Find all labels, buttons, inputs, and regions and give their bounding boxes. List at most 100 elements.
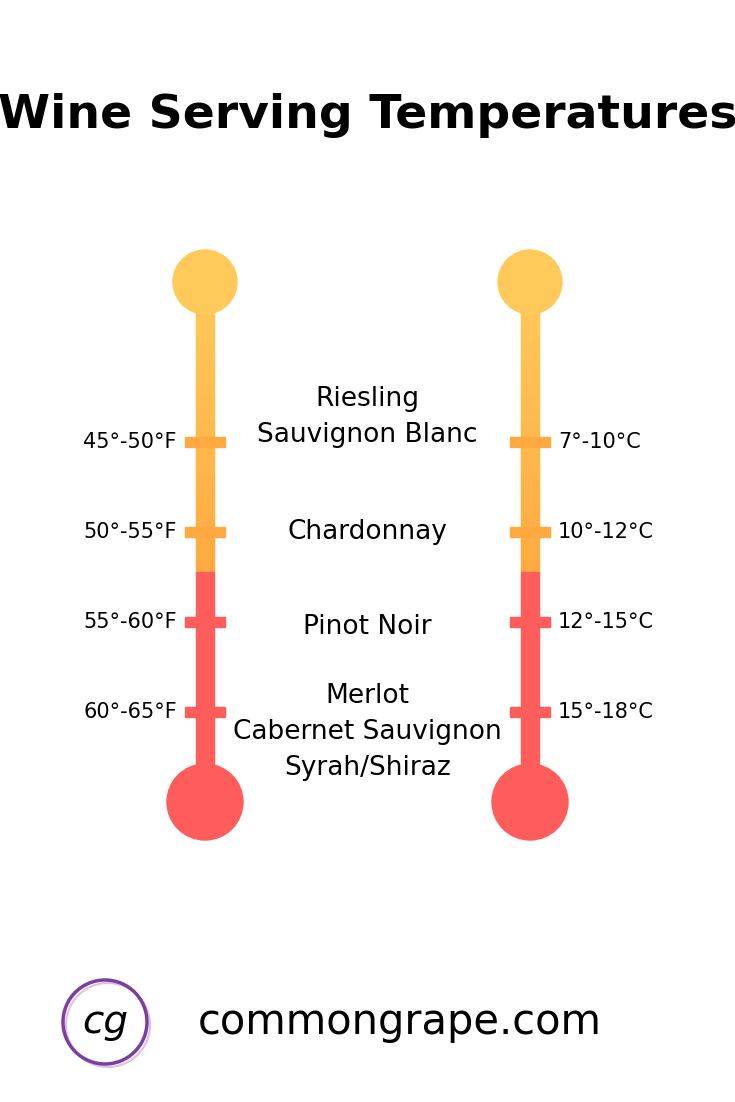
Bar [510, 437, 550, 447]
Bar [196, 525, 214, 529]
Bar [196, 676, 214, 679]
Bar [196, 471, 214, 474]
Bar [196, 716, 214, 719]
Bar [521, 282, 539, 285]
Bar [521, 681, 539, 684]
Bar [521, 782, 539, 785]
Bar [196, 687, 214, 690]
Bar [521, 701, 539, 704]
Bar [521, 699, 539, 701]
Bar [196, 690, 214, 693]
Bar [196, 710, 214, 713]
Bar [196, 341, 214, 344]
Bar [521, 707, 539, 710]
Bar [521, 731, 539, 733]
Bar [521, 635, 539, 638]
Bar [196, 453, 214, 456]
Bar [521, 496, 539, 499]
Bar [521, 716, 539, 719]
Bar [196, 507, 214, 510]
Bar [521, 647, 539, 649]
Text: cg: cg [82, 1003, 128, 1041]
Bar [521, 797, 539, 799]
Bar [196, 485, 214, 488]
Bar [521, 652, 539, 656]
Bar [196, 665, 214, 667]
Bar [196, 442, 214, 445]
Bar [196, 667, 214, 670]
Bar [196, 656, 214, 658]
Bar [521, 676, 539, 679]
Bar [196, 618, 214, 620]
Bar [196, 406, 214, 409]
Bar [196, 383, 214, 387]
Bar [196, 333, 214, 336]
Bar [521, 710, 539, 713]
Bar [521, 656, 539, 658]
Bar [521, 690, 539, 693]
Bar [521, 420, 539, 423]
Bar [521, 793, 539, 797]
Bar [521, 536, 539, 539]
Bar [196, 460, 214, 463]
Bar [521, 761, 539, 765]
Bar [196, 704, 214, 707]
Bar [196, 620, 214, 624]
Bar [196, 722, 214, 724]
Bar [521, 633, 539, 635]
Bar [196, 564, 214, 569]
Bar [196, 504, 214, 507]
Bar [521, 753, 539, 756]
Bar [196, 369, 214, 372]
Bar [521, 300, 539, 304]
Bar [521, 586, 539, 590]
Bar [196, 307, 214, 311]
Bar [521, 779, 539, 782]
Bar [521, 598, 539, 601]
Bar [521, 383, 539, 387]
Bar [196, 558, 214, 561]
Bar [521, 485, 539, 488]
Bar [196, 350, 214, 355]
Bar [521, 437, 539, 442]
Bar [521, 329, 539, 333]
Bar [196, 315, 214, 318]
Bar [510, 617, 550, 627]
Bar [521, 770, 539, 774]
Bar [196, 679, 214, 681]
Bar [196, 693, 214, 695]
Bar [521, 759, 539, 761]
Bar [521, 412, 539, 417]
Bar [521, 788, 539, 790]
Bar [196, 395, 214, 398]
Bar [521, 361, 539, 366]
Bar [196, 615, 214, 618]
Bar [185, 437, 225, 447]
Bar [196, 488, 214, 493]
Bar [196, 724, 214, 727]
Text: 60°-65°F: 60°-65°F [83, 702, 177, 722]
Bar [521, 307, 539, 311]
Bar [196, 347, 214, 350]
Bar [196, 561, 214, 564]
Bar [521, 693, 539, 695]
Bar [196, 376, 214, 380]
Text: 50°-55°F: 50°-55°F [84, 522, 177, 542]
Bar [521, 488, 539, 493]
Text: 10°-12°C: 10°-12°C [558, 522, 654, 542]
Bar [521, 409, 539, 412]
Bar [196, 604, 214, 606]
Circle shape [492, 764, 568, 840]
Bar [196, 423, 214, 426]
Bar [521, 767, 539, 770]
Bar [521, 456, 539, 460]
Bar [521, 672, 539, 676]
Bar [196, 774, 214, 776]
Bar [196, 581, 214, 583]
Bar [521, 727, 539, 731]
Bar [196, 681, 214, 684]
Bar [185, 617, 225, 627]
Bar [196, 747, 214, 750]
Bar [196, 782, 214, 785]
Bar [521, 733, 539, 736]
